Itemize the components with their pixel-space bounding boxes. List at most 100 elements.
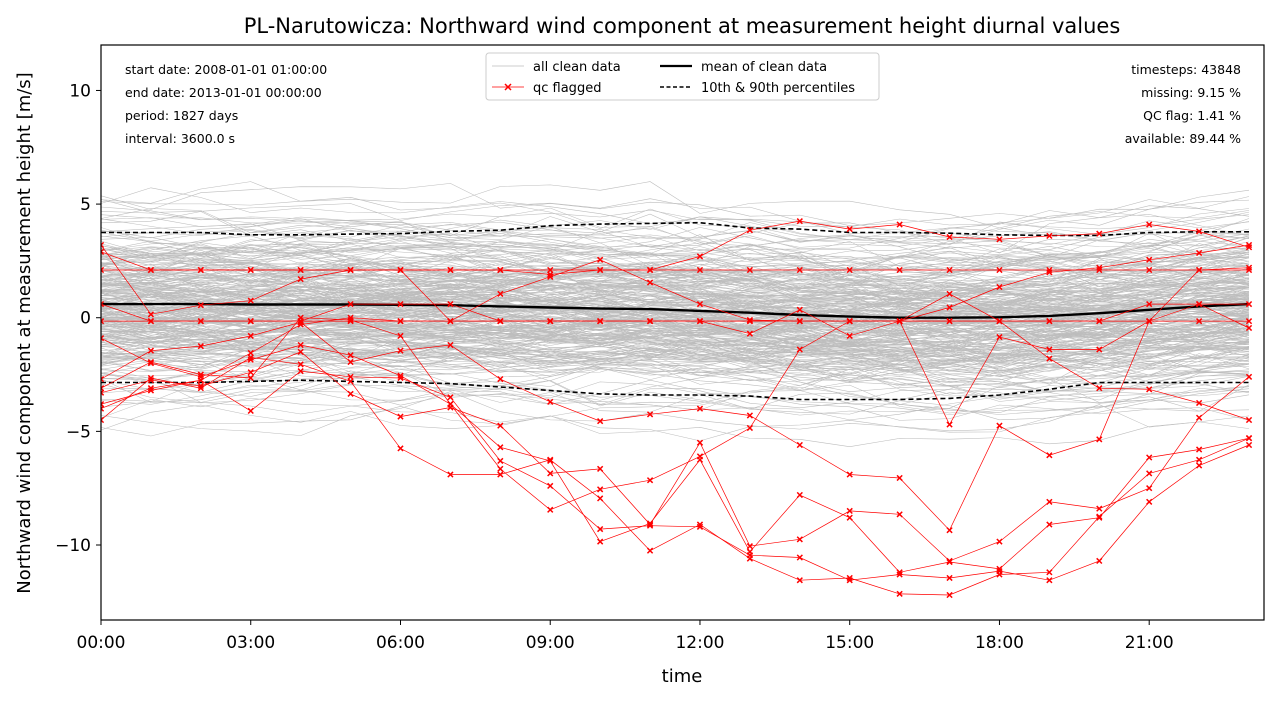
clean-data-line <box>101 306 1250 356</box>
x-tick-label: 15:00 <box>825 633 874 653</box>
qc-flagged-point <box>1195 249 1203 257</box>
qc-flagged-point <box>946 557 953 565</box>
y-tick-label: 5 <box>80 195 91 215</box>
clean-data-line <box>101 349 1250 402</box>
clean-data-line <box>101 257 1250 306</box>
qc-flagged-point <box>1046 452 1053 459</box>
x-tick-label: 03:00 <box>226 633 275 653</box>
qc-flagged-point <box>996 565 1003 572</box>
x-axis: 00:00 03:00 06:00 09:00 12:00 15:00 18:00 21:00 <box>77 620 1174 653</box>
qc-flagged-point <box>247 318 254 325</box>
qc-flagged-point <box>497 422 504 429</box>
qc-flagged-point <box>1046 498 1053 505</box>
clean-data-line <box>101 336 1250 364</box>
qc-flagged-point <box>297 275 304 283</box>
qc-flagged-point <box>846 266 853 274</box>
qc-flagged-point <box>1245 266 1253 274</box>
qc-flagged-point <box>1046 577 1053 584</box>
qc-flagged-point <box>147 385 155 392</box>
clean-data-line <box>101 303 1250 342</box>
qc-flagged-point <box>996 266 1003 274</box>
qc-flagged-point <box>746 548 754 555</box>
qc-flagged-point <box>597 486 604 493</box>
qc-flagged-point <box>646 279 654 286</box>
clean-data-line <box>101 278 1250 325</box>
info-box-right: timesteps: 43848 missing: 9.15 % QC flag… <box>1125 62 1241 146</box>
qc-flagged-point <box>447 400 454 408</box>
qc-flagged-point <box>597 266 604 274</box>
qc-flagged-point <box>746 543 754 550</box>
clean-data-line <box>101 207 1250 254</box>
qc-flagged-point <box>846 577 853 584</box>
clean-data-line <box>101 220 1250 257</box>
qc-flagged-point <box>497 290 504 297</box>
qc-flagged-point <box>896 590 903 597</box>
qc-flagged-point <box>297 361 304 368</box>
info-available: available: 89.44 % <box>1125 131 1241 146</box>
info-interval: interval: 3600.0 s <box>125 131 235 146</box>
qc-flagged-point <box>896 221 903 228</box>
qc-flagged-point <box>297 321 304 328</box>
clean-data-lines <box>101 181 1250 447</box>
clean-data-line <box>101 274 1250 320</box>
qc-flagged-point <box>896 571 903 578</box>
clean-data-line <box>101 356 1250 391</box>
qc-flagged-point <box>646 477 654 484</box>
qc-flagged-point <box>1096 318 1103 325</box>
qc-flagged-point <box>1096 436 1103 443</box>
qc-flagged-point <box>247 266 254 274</box>
qc-flagged-point <box>1096 264 1103 271</box>
axes-frame <box>100 44 1265 621</box>
clean-data-line <box>101 181 1250 229</box>
clean-data-line <box>101 211 1250 247</box>
x-tick-label: 12:00 <box>675 633 724 653</box>
qc-flagged-point <box>1046 269 1053 276</box>
qc-flagged-point <box>796 577 803 584</box>
clean-data-line <box>101 359 1250 393</box>
qc-flagged-point <box>746 412 754 419</box>
clean-data-line <box>101 380 1250 414</box>
qc-flagged-point <box>796 306 803 313</box>
qc-flagged-point <box>1146 318 1153 325</box>
qc-flagged-point <box>147 360 155 367</box>
info-period: period: 1827 days <box>125 108 238 123</box>
clean-data-line <box>101 315 1250 352</box>
qc-flagged-point <box>247 354 254 361</box>
clean-data-line <box>101 332 1250 387</box>
clean-data-line <box>101 275 1250 305</box>
clean-data-line <box>101 384 1250 415</box>
qc-flagged-point <box>197 371 204 378</box>
qc-flagged-point <box>101 416 105 424</box>
qc-flagged-point <box>597 256 604 263</box>
qc-flagged-line <box>101 370 1250 581</box>
qc-flagged-point <box>1195 399 1203 407</box>
y-axis-label: Northward wind component at measurement … <box>14 72 35 593</box>
qc-flagged-point <box>796 218 803 225</box>
qc-flagged-line <box>101 317 1250 573</box>
qc-flagged-point <box>1195 456 1203 463</box>
qc-flagged-line <box>101 267 1250 511</box>
qc-flagged-point <box>646 521 654 528</box>
clean-data-line <box>101 327 1250 361</box>
qc-flagged-point <box>297 319 304 326</box>
y-tick-label: −10 <box>55 536 91 556</box>
clean-data-line <box>101 322 1250 375</box>
qc-flagged-point <box>996 422 1003 429</box>
qc-flagged-point <box>547 398 554 405</box>
qc-flagged-point <box>646 547 654 554</box>
info-start-date: start date: 2008-01-01 01:00:00 <box>125 62 327 77</box>
qc-flagged-point <box>547 273 554 280</box>
qc-flagged-point <box>1146 386 1153 393</box>
qc-flagged-point <box>597 318 604 325</box>
clean-data-line <box>101 248 1250 294</box>
clean-data-line <box>101 299 1250 338</box>
qc-flagged-point <box>101 389 105 396</box>
clean-data-line <box>101 267 1250 302</box>
clean-data-line <box>101 315 1250 355</box>
x-axis-label: time <box>662 666 703 687</box>
qc-flagged-point <box>397 372 404 379</box>
qc-flagged-point <box>447 394 454 401</box>
qc-flagged-point <box>796 554 803 561</box>
qc-flagged-point <box>746 316 754 324</box>
